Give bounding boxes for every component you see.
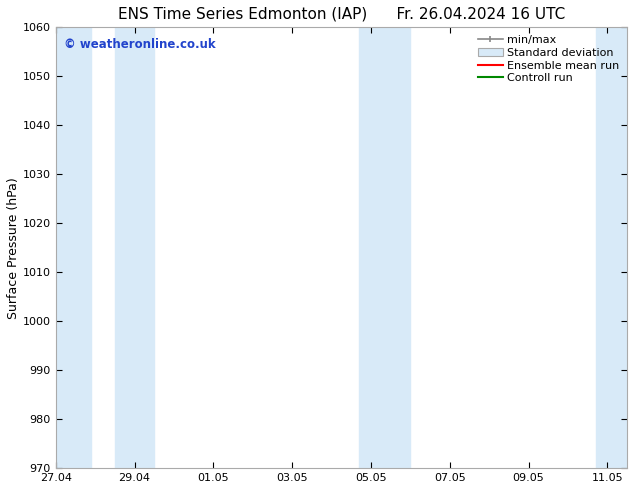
Y-axis label: Surface Pressure (hPa): Surface Pressure (hPa) (7, 177, 20, 318)
Bar (359, 27, 410, 468)
Bar (56, 27, 91, 468)
Legend: min/max, Standard deviation, Ensemble mean run, Controll run: min/max, Standard deviation, Ensemble me… (476, 33, 621, 86)
Bar (115, 27, 154, 468)
Bar (595, 27, 627, 468)
Title: ENS Time Series Edmonton (IAP)      Fr. 26.04.2024 16 UTC: ENS Time Series Edmonton (IAP) Fr. 26.04… (118, 7, 565, 22)
Text: © weatheronline.co.uk: © weatheronline.co.uk (64, 38, 216, 51)
